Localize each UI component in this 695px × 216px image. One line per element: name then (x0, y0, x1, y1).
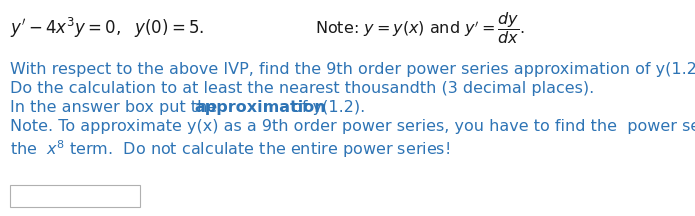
Bar (10, 185, 140, 207)
Text: Note: $y = y(x)$ and $y' = \dfrac{dy}{dx}.$: Note: $y = y(x)$ and $y' = \dfrac{dy}{dx… (305, 10, 525, 46)
Text: Note. To approximate y(x) as a 9th order power series, you have to find the  pow: Note. To approximate y(x) as a 9th order… (10, 119, 695, 134)
Text: $y' - 4x^3y = 0,\ \ y(0) = 5.$: $y' - 4x^3y = 0,\ \ y(0) = 5.$ (10, 16, 204, 40)
Text: Do the calculation to at least the nearest thousandth (3 decimal places).: Do the calculation to at least the neare… (10, 81, 594, 96)
Text: the  $x^8$ term.  Do not calculate the entire power series!: the $x^8$ term. Do not calculate the ent… (10, 138, 450, 160)
Text: approximation: approximation (194, 100, 326, 115)
Text: With respect to the above IVP, find the 9th order power series approximation of : With respect to the above IVP, find the … (10, 62, 695, 77)
Text: of y(1.2).: of y(1.2). (287, 100, 366, 115)
Text: In the answer box put the: In the answer box put the (10, 100, 222, 115)
